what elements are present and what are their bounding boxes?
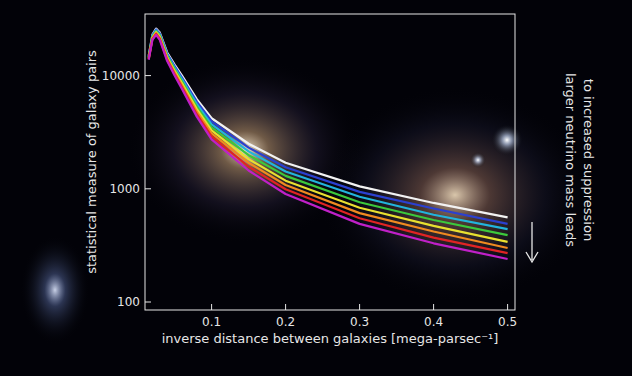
x-tick-label: 0.5 [498,315,517,329]
x-tick [359,304,360,310]
lines [149,29,508,259]
background-fill [0,0,632,376]
annotation-arrow [526,222,538,262]
plot-frame [145,14,515,310]
background [0,0,632,376]
x-tick [433,304,434,310]
annotation: to increased suppression [581,79,596,241]
chart: 100 1000 10000 0.1 0.2 0.3 0.4 0.5 inverse dista… [0,0,632,376]
y-tick-label: 100 [117,295,140,309]
x-tick [211,304,212,310]
y-tick-label: 10000 [102,69,140,83]
y-axis-label: statistical measure of galaxy pairs [84,50,99,274]
x-tick-label: 0.3 [350,315,369,329]
series-line [149,35,508,259]
x-tick [507,304,508,310]
series-line [149,33,508,248]
series-line [149,30,508,229]
y-tick-label: 1000 [109,182,140,196]
x-tick [285,304,286,310]
x-tick-label: 0.2 [276,315,295,329]
series-line [149,34,508,253]
x-tick-label: 0.1 [202,315,221,329]
y-tick [145,302,151,303]
x-axis-label: inverse distance between galaxies [mega-… [162,331,499,346]
star [470,152,486,168]
y-tick [145,188,151,189]
annotation: larger neutrino mass leads [563,73,578,247]
star [491,124,523,156]
y-tick [145,75,151,76]
x-tick-label: 0.4 [424,315,443,329]
series-line [149,31,508,235]
galaxy-glow [20,235,90,345]
